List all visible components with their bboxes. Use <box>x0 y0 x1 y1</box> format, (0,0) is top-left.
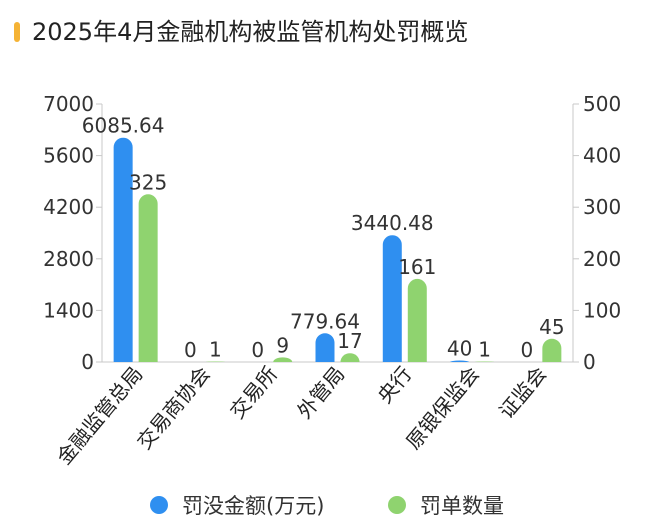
right-tick-label: 100 <box>583 298 621 322</box>
legend-item-count[interactable]: 罚单数量 <box>388 490 504 520</box>
bar-count <box>205 361 225 362</box>
data-label-amount: 6085.64 <box>82 114 165 138</box>
data-label-amount: 779.64 <box>290 309 360 333</box>
bar-count <box>340 353 360 362</box>
bar-amount <box>315 333 335 362</box>
bar-amount <box>113 137 133 362</box>
right-tick-label: 300 <box>583 195 621 219</box>
left-tick-label: 0 <box>81 350 94 374</box>
data-label-count: 45 <box>539 315 564 339</box>
left-tick-label: 5600 <box>43 144 94 168</box>
x-category-label: 央行 <box>373 362 417 408</box>
data-label-amount: 3440.48 <box>351 211 434 235</box>
legend-label-amount: 罚没金额(万元) <box>182 494 325 518</box>
x-category-label: 外管局 <box>292 362 349 423</box>
right-tick-label: 0 <box>583 350 596 374</box>
bar-amount <box>382 235 402 362</box>
bar-count <box>475 361 495 362</box>
right-tick-label: 400 <box>583 144 621 168</box>
left-tick-label: 7000 <box>43 92 94 116</box>
right-tick-label: 500 <box>583 92 621 116</box>
legend-label-count: 罚单数量 <box>420 494 504 518</box>
x-category-label: 金融监管总局 <box>52 362 148 469</box>
data-label-count: 1 <box>478 337 491 361</box>
data-label-count: 9 <box>276 333 289 357</box>
bar-count <box>138 194 158 362</box>
left-tick-label: 1400 <box>43 298 94 322</box>
data-label-count: 1 <box>209 337 222 361</box>
left-tick-label: 2800 <box>43 247 94 271</box>
chart-title: 2025年4月金融机构被监管机构处罚概览 <box>32 18 469 46</box>
legend-item-amount[interactable]: 罚没金额(万元) <box>150 490 324 520</box>
bar-count <box>542 338 562 362</box>
data-label-count: 17 <box>337 329 362 353</box>
legend-swatch-amount <box>150 496 168 514</box>
data-label-amount: 0 <box>251 338 264 362</box>
x-category-label: 交易所 <box>225 362 282 423</box>
right-tick-label: 200 <box>583 247 621 271</box>
legend-swatch-count <box>388 496 406 514</box>
bar-count <box>273 357 293 362</box>
data-label-amount: 40 <box>447 337 472 361</box>
data-label-count: 161 <box>398 255 436 279</box>
x-category-label: 证监会 <box>494 362 551 423</box>
bar-amount <box>450 360 470 362</box>
legend: 罚没金额(万元) 罚单数量 <box>0 490 660 520</box>
left-tick-label: 4200 <box>43 195 94 219</box>
data-label-amount: 0 <box>520 338 533 362</box>
bar-count <box>407 278 427 362</box>
title-accent-bar <box>14 22 20 42</box>
data-label-amount: 0 <box>184 338 197 362</box>
bar-chart: 0140028004200560070000100200300400500608… <box>43 92 621 469</box>
data-label-count: 325 <box>129 170 167 194</box>
